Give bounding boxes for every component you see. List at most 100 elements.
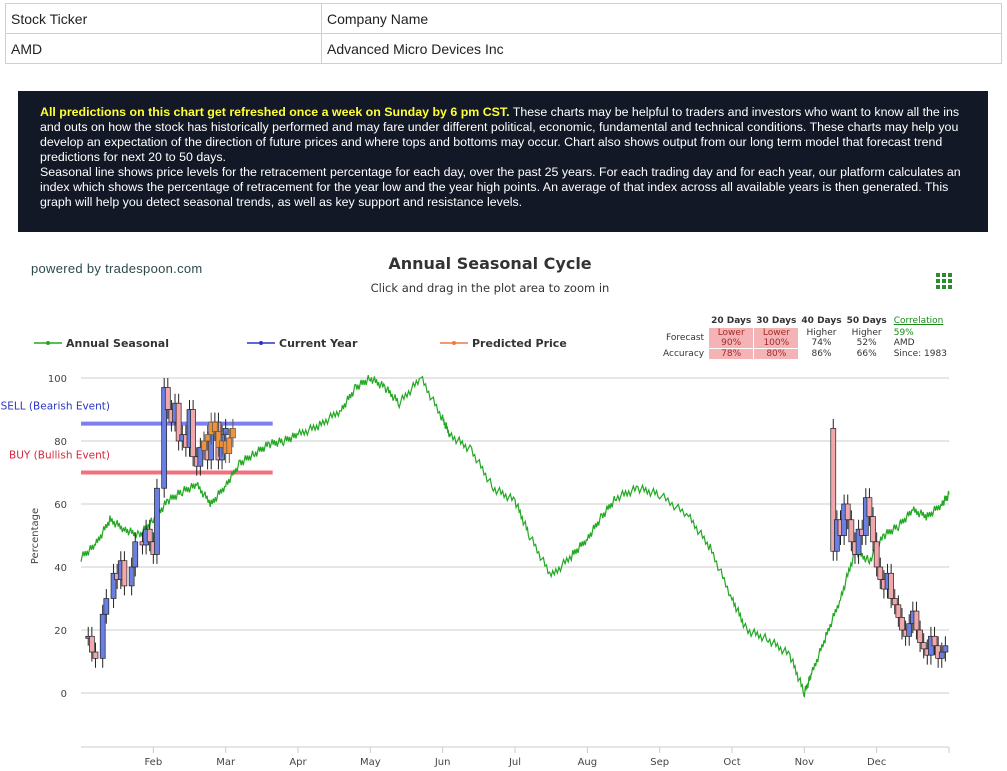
accuracy-cell-50: 66% bbox=[856, 349, 877, 359]
ticker-table-data-row: AMD Advanced Micro Devices Inc bbox=[5, 33, 1002, 64]
legend-marker bbox=[46, 341, 50, 345]
chart-subtitle: Click and drag in the plot area to zoom … bbox=[370, 281, 610, 295]
current-year-candle bbox=[917, 629, 923, 643]
signal-label: SELL (Bearish Event) bbox=[1, 401, 110, 413]
forecast-row-label: Forecast bbox=[666, 333, 705, 343]
correlation-link[interactable]: Correlation bbox=[893, 316, 944, 326]
x-tick-label: Jun bbox=[434, 757, 451, 768]
current-year-candle bbox=[164, 387, 171, 410]
correlation-info: 59% AMD bbox=[890, 328, 949, 348]
current-year-candle bbox=[146, 528, 153, 543]
chart-title: Annual Seasonal Cycle bbox=[388, 254, 592, 273]
current-year-candle bbox=[110, 572, 117, 599]
current-year-candle bbox=[942, 645, 949, 653]
current-year-candle bbox=[88, 635, 95, 653]
accuracy-cell-20: 78% bbox=[709, 349, 754, 359]
legend-marker bbox=[452, 341, 456, 345]
current-year-candle bbox=[128, 566, 135, 587]
x-tick-label: Oct bbox=[723, 757, 740, 768]
predicted-candle bbox=[226, 437, 233, 454]
current-year-candle bbox=[938, 651, 945, 659]
y-axis: 0 20 40 60 80 100 bbox=[48, 374, 67, 700]
forecast-header-50: 50 Days bbox=[846, 316, 887, 326]
forecast-cell-30: Lower 100% bbox=[754, 328, 799, 348]
predicted-candle bbox=[204, 434, 211, 442]
forecast-cell-40: Higher 74% bbox=[806, 328, 837, 348]
chart-legend[interactable]: Annual Seasonal Current Year Predicted Pri… bbox=[34, 337, 567, 350]
x-tick-label: Apr bbox=[289, 757, 307, 768]
current-year-candle bbox=[866, 497, 873, 517]
y-tick-label: 20 bbox=[54, 626, 67, 637]
info-paragraph-2: Seasonal line shows price levels for the… bbox=[40, 165, 961, 209]
forecast-header-40: 40 Days bbox=[801, 316, 842, 326]
current-year-candle bbox=[92, 651, 99, 659]
ticker-header-cell: Stock Ticker bbox=[5, 3, 322, 34]
y-tick-label: 0 bbox=[61, 689, 67, 700]
current-year-candle bbox=[197, 446, 204, 467]
current-year-candle bbox=[103, 598, 110, 615]
company-header-cell: Company Name bbox=[321, 3, 1002, 34]
y-tick-label: 80 bbox=[54, 437, 67, 448]
legend-label: Current Year bbox=[279, 337, 358, 350]
y-tick-label: 100 bbox=[48, 374, 67, 385]
correlation-ticker: AMD bbox=[893, 338, 915, 348]
x-tick-label: May bbox=[360, 757, 381, 768]
x-tick-label: Nov bbox=[795, 757, 815, 768]
predicted-candle bbox=[215, 431, 222, 448]
forecast-cell-50: Higher 52% bbox=[851, 328, 882, 348]
current-year-candle bbox=[190, 409, 196, 458]
x-tick-label: Dec bbox=[867, 757, 886, 768]
legend-marker bbox=[259, 341, 263, 345]
current-year-candle bbox=[891, 598, 898, 606]
current-year-candle bbox=[877, 566, 884, 580]
forecast-header-20: 20 Days bbox=[711, 316, 752, 326]
y-tick-label: 60 bbox=[54, 500, 67, 511]
correlation-cell: Correlation bbox=[890, 315, 949, 327]
forecast-header-30: 30 Days bbox=[756, 316, 797, 326]
current-year-candle bbox=[870, 516, 876, 543]
current-year-candle bbox=[161, 387, 168, 489]
current-year-candle bbox=[895, 604, 902, 618]
forecast-table: 20 Days 30 Days 40 Days 50 Days Correlat… bbox=[660, 314, 950, 360]
current-year-candle bbox=[920, 642, 927, 650]
current-year-candle bbox=[121, 560, 128, 587]
legend-label: Predicted Price bbox=[472, 337, 567, 350]
since-label: Since: 1983 bbox=[893, 349, 947, 359]
current-year-candle bbox=[899, 617, 905, 631]
ticker-table-header-row: Stock Ticker Company Name bbox=[5, 3, 1002, 34]
x-tick-label: Mar bbox=[216, 757, 236, 768]
current-year-candle bbox=[844, 503, 851, 521]
correlation-value: 59% bbox=[893, 328, 914, 338]
info-text-1: These charts may be helpful to traders a… bbox=[40, 105, 960, 164]
info-highlight: All predictions on this chart get refres… bbox=[40, 105, 510, 119]
y-tick-label: 40 bbox=[54, 563, 67, 574]
x-tick-label: Jul bbox=[508, 757, 521, 768]
signal-label: BUY (Bullish Event) bbox=[9, 450, 110, 462]
current-year-candle bbox=[848, 519, 855, 543]
current-year-candle bbox=[99, 613, 106, 659]
predicted-candle bbox=[211, 421, 218, 432]
current-year-candle bbox=[855, 528, 862, 555]
accuracy-cell-40: 86% bbox=[811, 349, 832, 359]
current-year-candle bbox=[913, 610, 920, 631]
current-year-candle bbox=[873, 541, 880, 568]
current-year-candle bbox=[830, 428, 837, 552]
ticker-table: Stock Ticker Company Name AMD Advanced M… bbox=[5, 3, 1002, 64]
current-year-candle bbox=[154, 487, 160, 555]
x-tick-label: Aug bbox=[578, 757, 598, 768]
current-year-candle bbox=[132, 541, 139, 568]
info-paragraph-1: All predictions on this chart get refres… bbox=[40, 105, 968, 165]
accuracy-cell-30: 80% bbox=[754, 349, 799, 359]
legend-label: Annual Seasonal bbox=[66, 337, 169, 350]
powered-by-link[interactable]: powered by tradespoon.com bbox=[31, 261, 203, 276]
x-tick-label: Sep bbox=[650, 757, 669, 768]
x-tick-label: Feb bbox=[144, 757, 162, 768]
company-value-cell: Advanced Micro Devices Inc bbox=[321, 33, 1002, 64]
current-year-candle bbox=[931, 635, 938, 647]
chart-menu-icon[interactable] bbox=[936, 273, 952, 289]
info-box: All predictions on this chart get refres… bbox=[18, 91, 988, 232]
chart-series bbox=[80, 374, 950, 698]
predicted-candle bbox=[230, 428, 236, 439]
current-year-candle bbox=[906, 623, 913, 637]
